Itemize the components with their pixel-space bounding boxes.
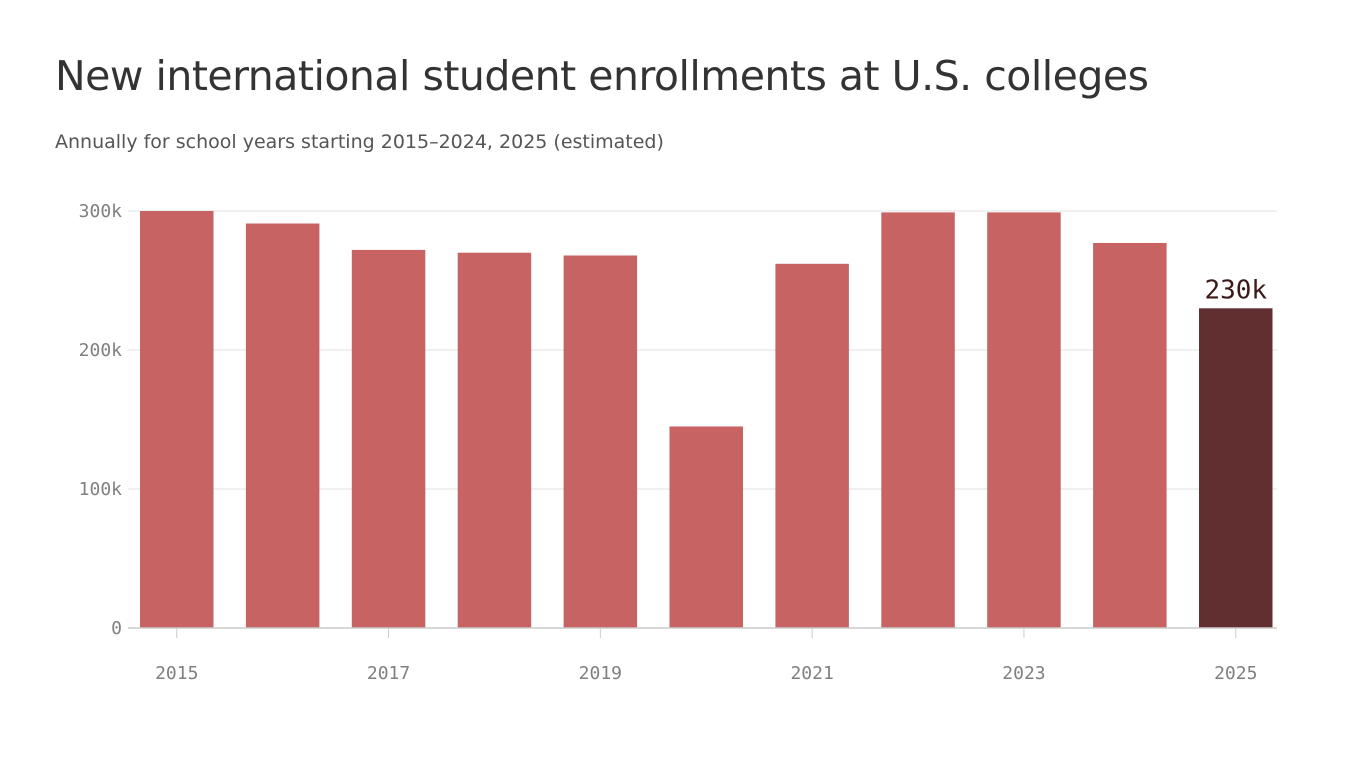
bar — [563, 255, 638, 629]
chart-title: New international student enrollments at… — [55, 52, 1149, 100]
x-tick-label: 2025 — [1214, 663, 1257, 684]
y-tick-label: 200k — [79, 340, 123, 361]
chart-subtitle: Annually for school years starting 2015–… — [55, 131, 664, 153]
x-tick-label: 2021 — [790, 663, 833, 684]
bars — [140, 211, 1273, 629]
bar — [140, 211, 214, 628]
bar — [775, 263, 849, 628]
axes — [128, 627, 1277, 638]
bar — [669, 426, 743, 628]
data-label: 230k — [1204, 275, 1267, 305]
y-tick-label: 100k — [79, 479, 123, 500]
bar — [245, 223, 320, 628]
y-tick-label: 0 — [111, 618, 122, 639]
bar — [1093, 242, 1167, 628]
x-tick-label: 2023 — [1002, 663, 1045, 684]
bar — [881, 212, 955, 628]
x-tick-label: 2017 — [367, 663, 410, 684]
x-tick-label: 2015 — [155, 663, 198, 684]
y-tick-label: 300k — [79, 201, 123, 222]
labels: 0 100k 200k 300k 2015 2017 2019 2021 2023 2025 230… — [79, 201, 1268, 684]
bar — [351, 249, 426, 629]
bar-highlight — [1199, 308, 1273, 628]
x-tick-label: 2019 — [579, 663, 622, 684]
bar — [987, 212, 1061, 628]
bar — [457, 252, 532, 628]
